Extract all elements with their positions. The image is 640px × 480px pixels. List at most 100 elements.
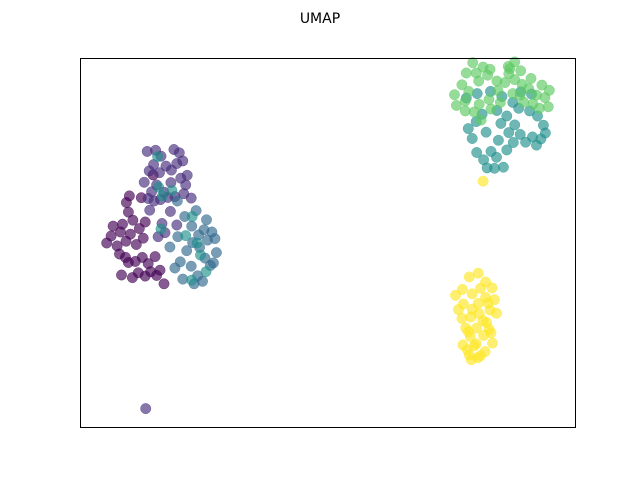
scatter-point-cluster-0 (129, 255, 141, 267)
scatter-point-cluster-0 (154, 264, 166, 276)
scatter-point-cluster-5 (452, 304, 464, 316)
scatter-point-cluster-5 (472, 267, 484, 279)
scatter-point-cluster-0 (158, 278, 170, 290)
scatter-point-cluster-0 (116, 269, 127, 281)
scatter-point-cluster-2 (207, 257, 219, 269)
scatter-point-cluster-1 (185, 192, 197, 204)
scatter-point-cluster-2 (169, 262, 181, 274)
scatter-point-cluster-5 (461, 344, 473, 356)
scatter-point-cluster-5 (483, 323, 495, 335)
scatter-point-cluster-2 (171, 195, 183, 207)
scatter-point-cluster-3 (503, 127, 515, 139)
scatter-point-cluster-0 (122, 206, 134, 218)
scatter-point-cluster-2 (164, 241, 176, 253)
scatter-point-cluster-3 (155, 223, 167, 235)
scatter-point-cluster-4 (463, 85, 475, 97)
scatter-point-cluster-0 (124, 228, 136, 240)
scatter-point-cluster-5 (470, 338, 482, 350)
scatter-point-cluster-3 (152, 151, 164, 162)
scatter-point-cluster-4 (491, 75, 503, 87)
scatter-point-cluster-4 (483, 94, 495, 105)
scatter-point-cluster-2 (186, 220, 198, 232)
scatter-point-cluster-5 (465, 354, 477, 366)
scatter-point-cluster-0 (139, 216, 151, 228)
scatter-point-cluster-2 (201, 214, 212, 226)
scatter-point-cluster-5 (491, 307, 502, 319)
scatter-point-cluster-5 (475, 350, 487, 362)
scatter-point-cluster-5 (486, 282, 498, 294)
scatter-point-cluster-1 (181, 169, 193, 181)
scatter-point-cluster-4 (536, 79, 548, 91)
scatter-point-cluster-4 (514, 89, 526, 101)
scatter-point-cluster-3 (501, 144, 513, 156)
scatter-point-cluster-4 (527, 98, 539, 110)
scatter-point-cluster-2 (210, 247, 222, 259)
scatter-point-cluster-0 (117, 218, 128, 230)
chart-title: UMAP (300, 11, 340, 27)
scatter-point-cluster-4 (468, 106, 480, 118)
scatter-point-cluster-3 (480, 126, 492, 138)
scatter-point-cluster-4 (494, 96, 506, 108)
scatter-point-cluster-2 (197, 275, 208, 287)
scatter-point-cluster-0 (130, 239, 142, 250)
scatter-point-cluster-5 (475, 282, 487, 294)
scatter-point-cluster-3 (481, 162, 493, 174)
scatter-point-cluster-3 (195, 249, 206, 261)
scatter-point-cluster-5 (450, 289, 461, 301)
scatter-point-cluster-4 (459, 95, 471, 107)
scatter-point-cluster-5 (482, 297, 494, 309)
scatter-point-cluster-3 (501, 110, 513, 122)
scatter-point-cluster-4 (492, 85, 504, 97)
scatter-point-cluster-5 (487, 337, 498, 349)
scatter-point-cluster-2 (209, 233, 221, 245)
scatter-point-cluster-3 (180, 230, 192, 242)
scatter-point-cluster-4 (502, 60, 514, 72)
scatter-point-cluster-1 (138, 176, 150, 188)
scatter-point-cluster-5 (462, 326, 474, 338)
scatter-point-cluster-4 (475, 114, 487, 126)
scatter-point-cluster-3 (492, 134, 504, 146)
scatter-point-cluster-4 (467, 57, 479, 69)
scatter-point-cluster-3 (537, 119, 549, 131)
scatter-point-cluster-5 (466, 288, 478, 300)
scatter-point-cluster-3 (514, 128, 526, 140)
scatter-point-cluster-1 (140, 403, 152, 415)
scatter-point-cluster-3 (491, 151, 502, 163)
scatter-point-cluster-3 (495, 117, 507, 129)
scatter-point-cluster-1 (177, 155, 189, 167)
scatter-point-cluster-3 (509, 119, 521, 131)
scatter-point-cluster-0 (105, 230, 117, 242)
scatter-point-cluster-1 (144, 204, 156, 216)
scatter-point-cluster-4 (473, 98, 485, 110)
scatter-point-cluster-3 (471, 147, 483, 158)
scatter-point-cluster-4 (542, 101, 554, 113)
scatter-point-cluster-3 (186, 274, 198, 286)
scatter-point-cluster-3 (186, 211, 198, 222)
scatter-point-cluster-1 (168, 144, 180, 155)
scatter-point-cluster-0 (149, 251, 161, 263)
scatter-point-cluster-4 (456, 79, 468, 91)
scatter-point-cluster-1 (164, 205, 176, 217)
scatter-point-cluster-2 (185, 260, 197, 272)
scatter-points (101, 56, 555, 415)
scatter-point-cluster-0 (123, 190, 135, 202)
scatter-point-cluster-3 (462, 123, 474, 135)
scatter-point-cluster-1 (171, 219, 183, 231)
scatter-point-cluster-5 (473, 308, 485, 320)
scatter-point-cluster-3 (157, 190, 168, 202)
scatter-point-cluster-4 (543, 84, 555, 96)
scatter-point-cluster-3 (200, 266, 212, 278)
scatter-point-cluster-4 (515, 65, 527, 77)
scatter-point-cluster-4 (460, 67, 472, 79)
scatter-point-cluster-4 (525, 73, 537, 84)
scatter-point-cluster-4 (477, 61, 489, 73)
scatter-point-cluster-1 (143, 165, 155, 177)
scatter-point-cluster-5 (477, 175, 489, 187)
scatter-point-cluster-0 (107, 220, 119, 232)
scatter-point-cluster-0 (137, 232, 149, 244)
scatter-point-cluster-4 (450, 99, 462, 111)
scatter-point-cluster-3 (466, 133, 478, 144)
scatter-point-cluster-4 (485, 103, 497, 115)
scatter-point-cluster-4 (449, 89, 460, 101)
